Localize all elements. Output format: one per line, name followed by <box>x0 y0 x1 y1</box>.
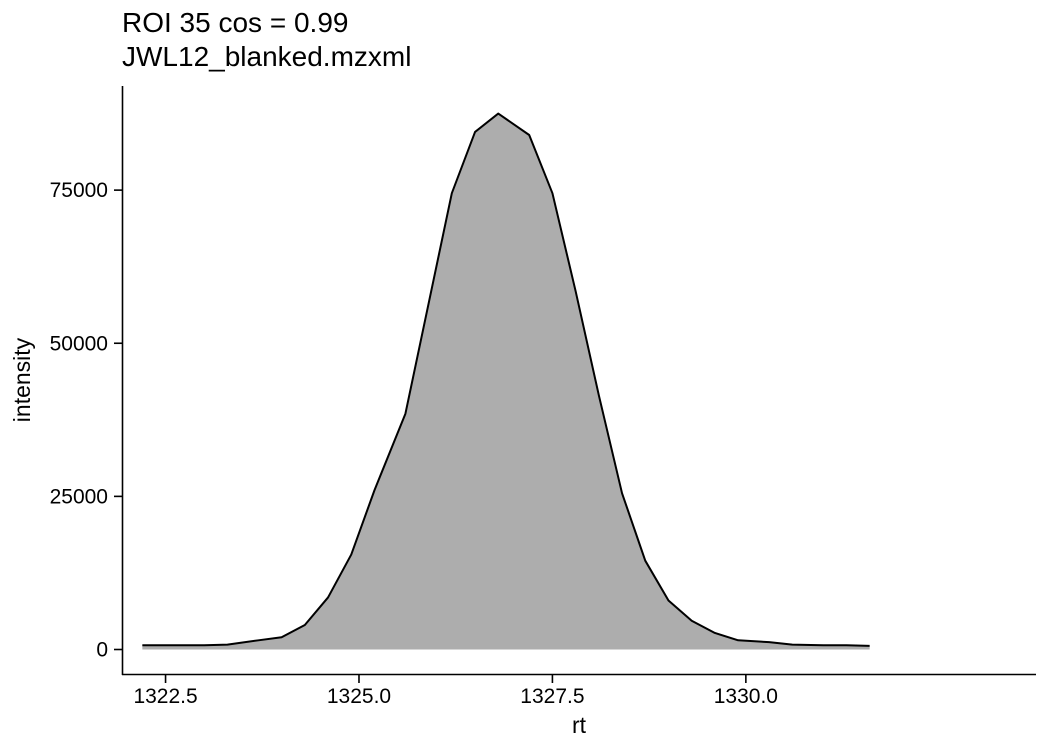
chart-title: ROI 35 cos = 0.99 <box>122 7 348 38</box>
chart-subtitle: JWL12_blanked.mzxml <box>122 41 411 72</box>
intensity-area <box>142 113 870 650</box>
x-tick-label: 1322.5 <box>133 685 197 708</box>
intensity-line <box>142 112 870 647</box>
y-axis-title: intensity <box>9 337 35 422</box>
y-tick-label: 0 <box>96 639 108 662</box>
y-tick-label: 75000 <box>50 179 108 202</box>
x-tick-label: 1330.0 <box>714 685 778 708</box>
x-tick-label: 1325.0 <box>327 685 391 708</box>
plot-area <box>142 112 870 650</box>
y-tick-label: 25000 <box>50 485 108 508</box>
x-axis-ticks: 1322.5 1325.0 1327.5 1330.0 <box>133 675 778 708</box>
x-axis-title: rt <box>572 712 587 738</box>
x-tick-label: 1327.5 <box>520 685 584 708</box>
y-tick-label: 50000 <box>50 332 108 355</box>
y-axis-ticks: 0 25000 50000 75000 <box>50 179 123 662</box>
